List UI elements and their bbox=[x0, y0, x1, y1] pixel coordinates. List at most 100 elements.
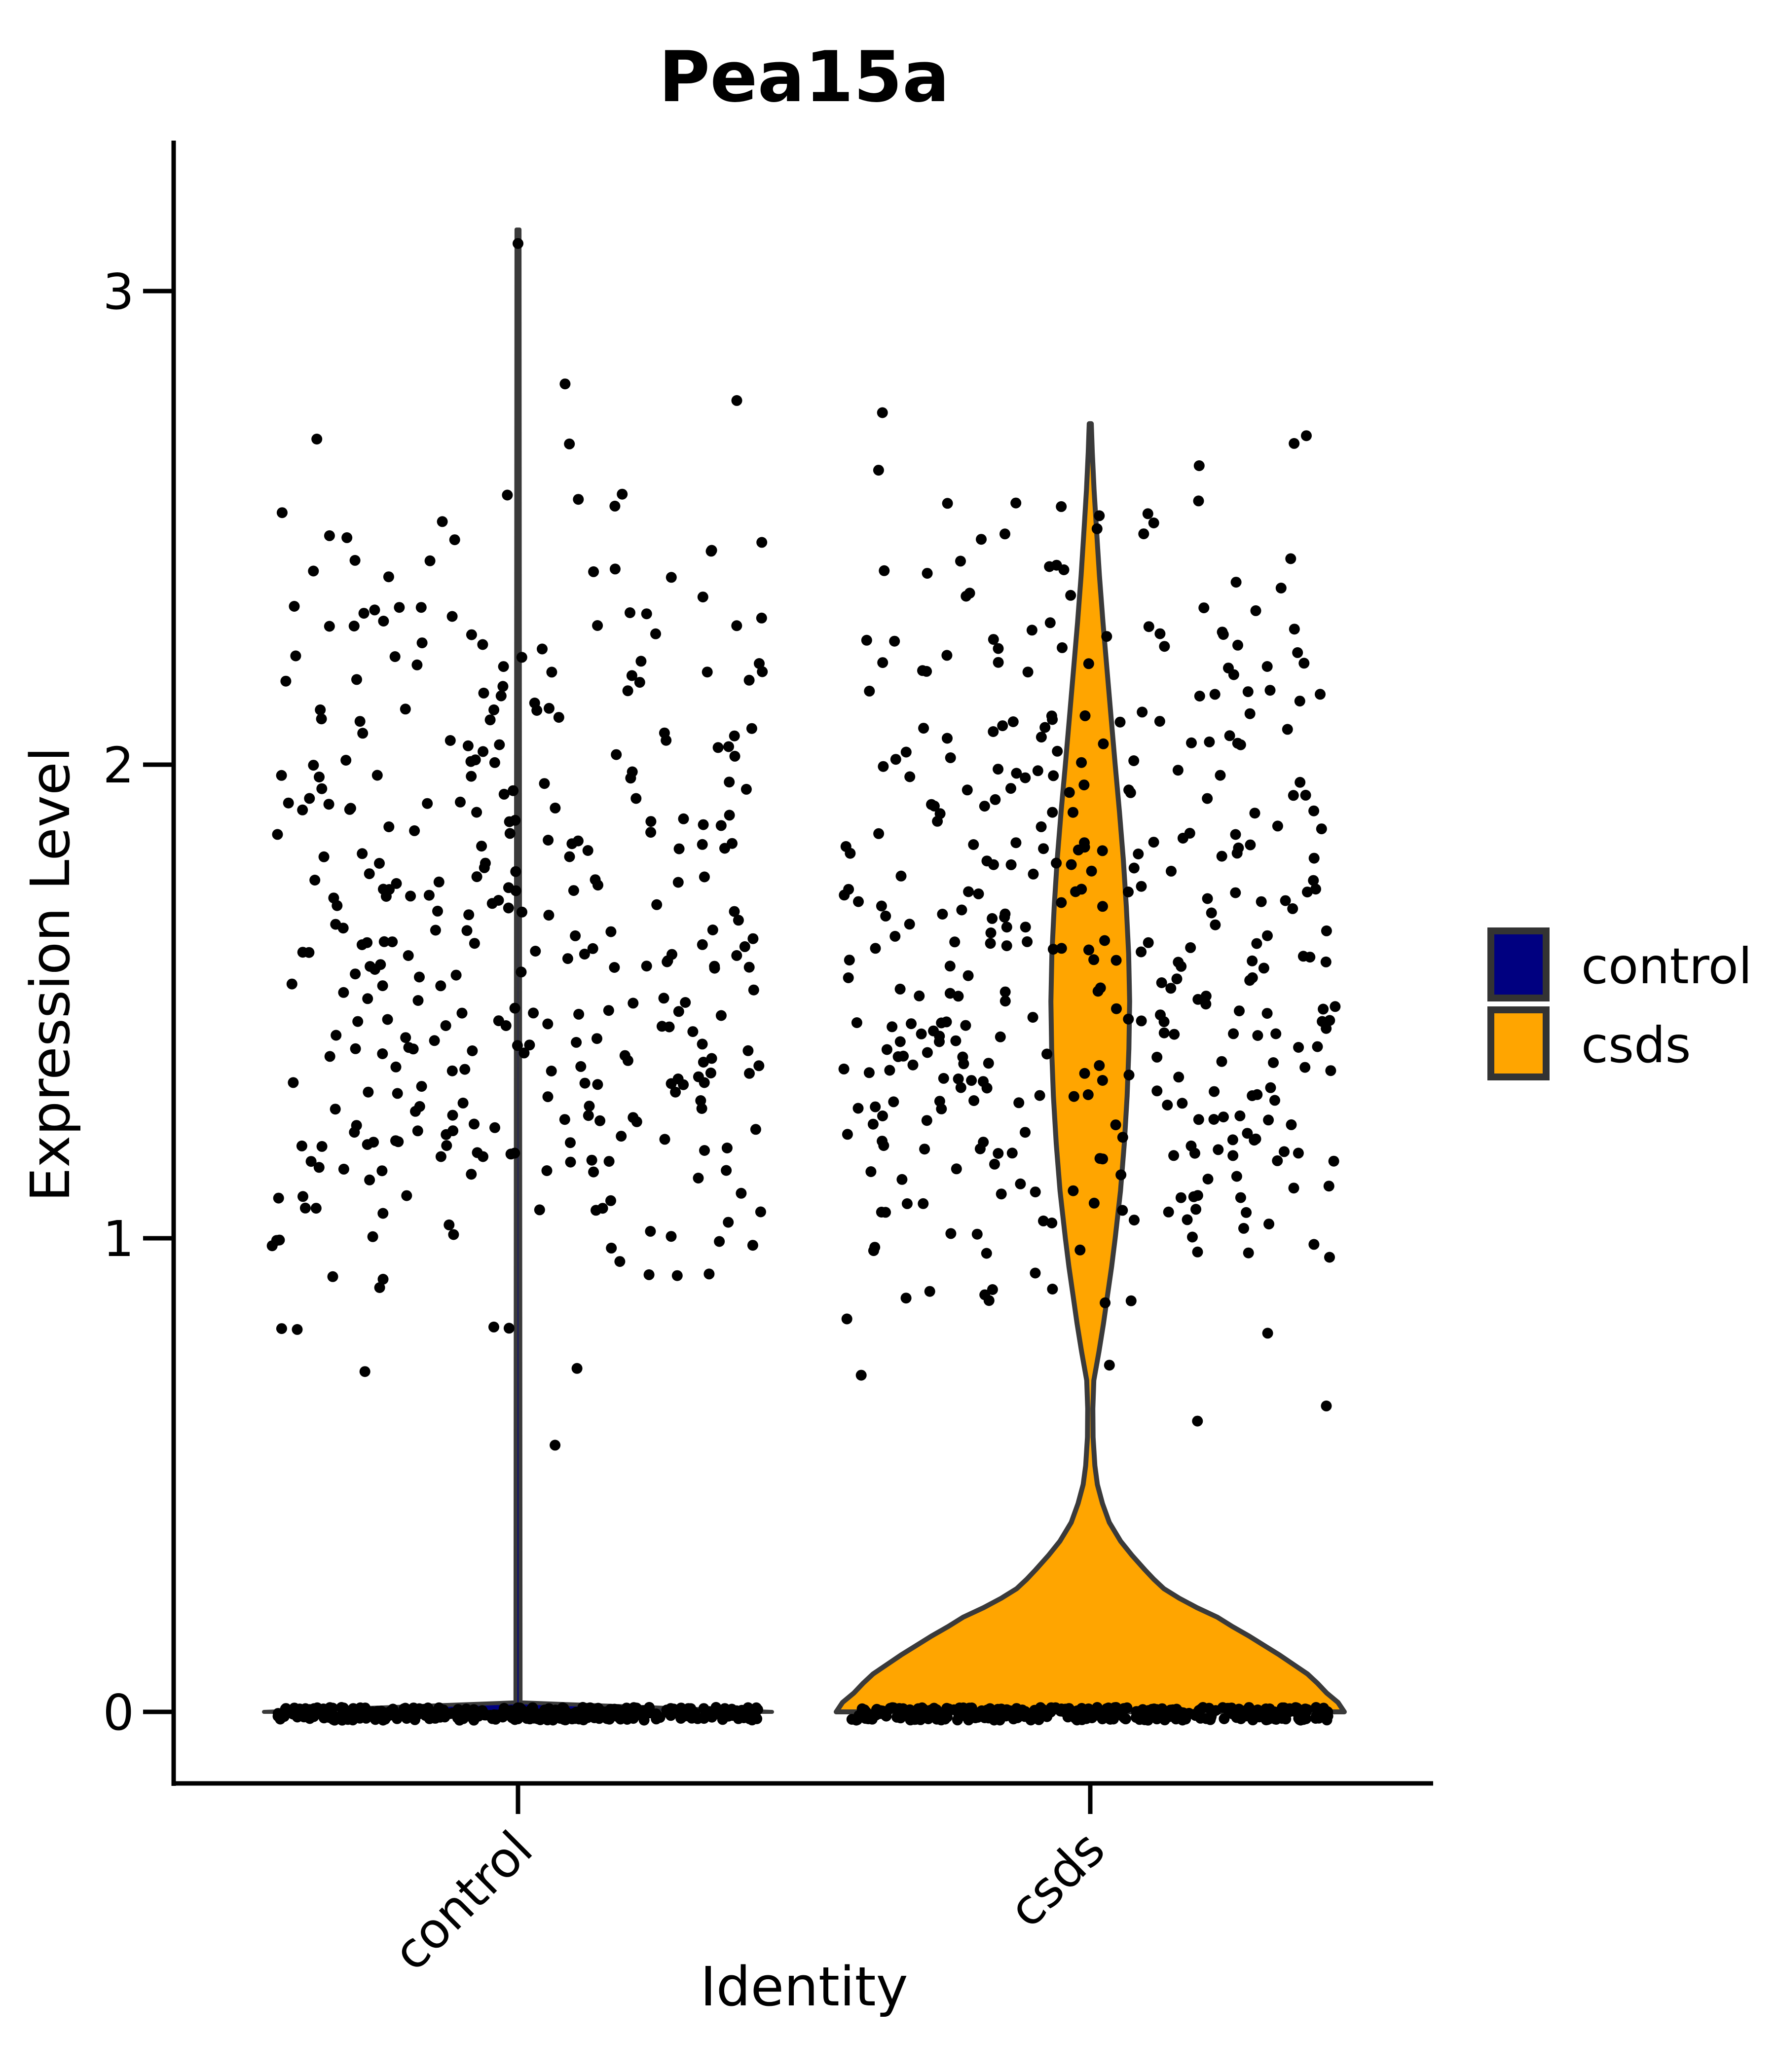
data-point bbox=[955, 1082, 966, 1093]
data-point bbox=[1051, 857, 1062, 869]
data-point bbox=[414, 971, 425, 983]
data-point bbox=[588, 566, 599, 577]
data-point bbox=[543, 910, 555, 921]
data-point bbox=[914, 990, 925, 1001]
data-point bbox=[1330, 1001, 1341, 1012]
data-point bbox=[467, 1045, 478, 1056]
data-point bbox=[622, 1707, 633, 1719]
data-point bbox=[1001, 922, 1012, 933]
data-point bbox=[1097, 901, 1108, 912]
data-point bbox=[900, 1293, 912, 1304]
data-point bbox=[1168, 1150, 1180, 1161]
data-point bbox=[706, 1709, 718, 1720]
data-point bbox=[916, 1028, 927, 1039]
data-point bbox=[273, 1192, 284, 1204]
data-point bbox=[613, 1704, 625, 1716]
data-point bbox=[852, 1103, 864, 1114]
data-point bbox=[699, 1077, 710, 1088]
data-point bbox=[999, 528, 1010, 540]
data-point bbox=[695, 1095, 706, 1106]
data-point bbox=[290, 650, 301, 662]
data-point bbox=[341, 532, 353, 543]
data-point bbox=[606, 1242, 617, 1254]
data-point bbox=[488, 704, 500, 715]
data-point bbox=[568, 885, 579, 896]
data-point bbox=[411, 1709, 423, 1721]
data-point bbox=[316, 1141, 328, 1152]
data-point bbox=[744, 1068, 755, 1079]
data-point bbox=[979, 1289, 991, 1300]
data-point bbox=[400, 1032, 411, 1043]
data-point bbox=[1097, 845, 1108, 856]
data-point bbox=[1227, 1134, 1238, 1146]
data-point bbox=[1189, 1147, 1200, 1159]
data-point bbox=[504, 828, 516, 839]
data-point bbox=[937, 909, 948, 920]
data-point bbox=[415, 602, 427, 613]
data-point bbox=[942, 733, 953, 744]
data-point bbox=[516, 966, 527, 978]
data-point bbox=[922, 1047, 933, 1058]
data-point bbox=[498, 661, 509, 672]
data-point bbox=[1245, 839, 1256, 851]
data-point bbox=[1151, 1085, 1163, 1097]
data-point bbox=[435, 1151, 446, 1162]
data-point bbox=[308, 760, 319, 771]
data-point bbox=[340, 755, 352, 766]
data-point bbox=[1094, 1060, 1105, 1071]
data-point bbox=[1252, 1030, 1263, 1041]
data-point bbox=[1232, 738, 1243, 749]
data-point bbox=[1128, 862, 1140, 874]
data-point bbox=[448, 1229, 459, 1240]
data-point bbox=[1312, 1041, 1323, 1052]
data-point bbox=[680, 997, 691, 1008]
data-point bbox=[304, 793, 315, 804]
data-point bbox=[394, 602, 405, 613]
data-point bbox=[1154, 628, 1166, 639]
data-point bbox=[843, 972, 854, 983]
data-point bbox=[907, 1059, 919, 1071]
data-point bbox=[1218, 629, 1229, 640]
data-point bbox=[1200, 991, 1212, 1002]
data-point bbox=[447, 1110, 458, 1121]
data-point bbox=[981, 1248, 992, 1259]
data-point bbox=[550, 802, 561, 814]
data-point bbox=[1175, 1192, 1186, 1203]
data-point bbox=[999, 908, 1011, 920]
data-point bbox=[1198, 602, 1210, 614]
data-point bbox=[585, 1705, 596, 1717]
data-point bbox=[355, 1702, 366, 1713]
data-point bbox=[350, 968, 361, 980]
data-point bbox=[498, 788, 510, 800]
data-point bbox=[665, 1703, 676, 1714]
data-point bbox=[853, 896, 864, 907]
data-point bbox=[605, 1195, 616, 1206]
data-point bbox=[324, 621, 335, 632]
data-point bbox=[939, 1713, 951, 1725]
data-point bbox=[374, 858, 385, 869]
data-point bbox=[471, 807, 482, 818]
data-point bbox=[918, 1198, 929, 1209]
data-point bbox=[697, 1038, 708, 1050]
x-tick-label: csds bbox=[998, 1820, 1116, 1938]
data-point bbox=[546, 1066, 557, 1076]
data-point bbox=[355, 1710, 366, 1722]
data-point bbox=[588, 1166, 599, 1178]
data-point bbox=[331, 1030, 342, 1041]
data-point bbox=[383, 571, 394, 583]
data-point bbox=[1219, 1713, 1230, 1724]
data-point bbox=[1166, 865, 1177, 877]
data-point bbox=[673, 1006, 684, 1017]
data-point bbox=[999, 986, 1011, 998]
data-point bbox=[369, 604, 380, 616]
data-point bbox=[454, 1714, 465, 1726]
data-point bbox=[368, 1137, 379, 1148]
data-point bbox=[936, 1103, 947, 1114]
data-point bbox=[311, 434, 323, 444]
data-point bbox=[662, 956, 673, 967]
data-point bbox=[616, 1131, 627, 1142]
data-point bbox=[1294, 696, 1305, 707]
data-point bbox=[1223, 663, 1234, 674]
data-point bbox=[721, 1143, 733, 1153]
